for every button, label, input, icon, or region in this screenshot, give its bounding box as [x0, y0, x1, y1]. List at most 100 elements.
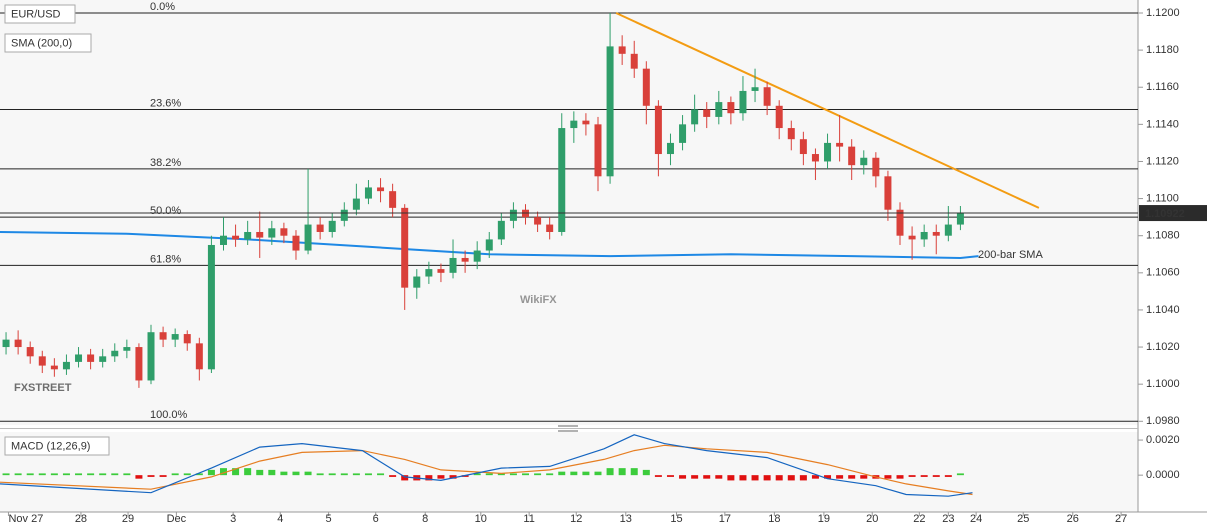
histogram-bar	[2, 473, 10, 476]
y-tick-label: 1.1180	[1146, 44, 1179, 56]
histogram-bar	[739, 475, 747, 481]
watermark: WikiFX	[520, 294, 557, 306]
candle-body	[787, 128, 795, 140]
histogram-bar	[280, 471, 288, 476]
candle-body	[473, 250, 481, 262]
candle-body	[679, 124, 687, 143]
candle-body	[159, 332, 167, 340]
histogram-bar	[219, 468, 227, 476]
histogram-bar	[87, 473, 95, 476]
histogram-bar	[38, 473, 46, 476]
candle-body	[2, 339, 10, 348]
candle-body	[497, 220, 505, 240]
candle-body	[606, 46, 614, 177]
histogram-bar	[123, 473, 131, 476]
candle-body	[884, 176, 892, 210]
histogram-bar	[244, 468, 252, 476]
candle-body	[111, 350, 119, 357]
y-tick-label: 1.1200	[1146, 7, 1180, 19]
x-tick-label: Dec	[167, 513, 187, 525]
candle-body	[401, 207, 409, 288]
histogram-bar	[292, 471, 300, 476]
x-tick-label: 24	[970, 513, 982, 525]
candle-body	[956, 213, 964, 225]
candle-body	[449, 257, 457, 273]
candle-body	[219, 235, 227, 245]
candle-body	[123, 347, 131, 351]
x-tick-label: 18	[768, 513, 780, 525]
y-tick-label: 1.1060	[1146, 267, 1180, 279]
sma-annotation: 200-bar SMA	[978, 249, 1043, 261]
candle-body	[860, 157, 868, 166]
histogram-bar	[546, 473, 554, 476]
y-tick-label: 1.1000	[1146, 378, 1180, 390]
histogram-bar	[147, 475, 155, 477]
histogram-bar	[256, 469, 264, 476]
histogram-bar	[401, 475, 409, 481]
histogram-bar	[99, 473, 107, 476]
histogram-bar	[558, 471, 566, 476]
histogram-bar	[848, 475, 856, 479]
x-tick-label: 23	[942, 513, 954, 525]
histogram-bar	[485, 473, 493, 476]
candle-body	[691, 109, 699, 125]
candle-body	[268, 228, 276, 238]
y-tick-label: 1.1160	[1146, 81, 1179, 93]
x-tick-label: 25	[1017, 513, 1029, 525]
macd-line	[0, 434, 973, 497]
indicator-label-box	[4, 33, 92, 53]
histogram-bar	[377, 473, 385, 476]
histogram-bar	[437, 475, 445, 479]
x-tick-label: 20	[866, 513, 878, 525]
histogram-bar	[787, 475, 795, 481]
candle-body	[534, 217, 542, 225]
fib-label: 100.0%	[150, 409, 188, 421]
sma-line	[0, 231, 979, 260]
fib-label: 38.2%	[150, 157, 181, 169]
histogram-bar	[534, 473, 542, 476]
candle-body	[461, 257, 469, 262]
y-tick-label: 1.1080	[1146, 230, 1180, 242]
divider-handle[interactable]	[558, 425, 578, 432]
symbol-label-box	[4, 4, 76, 24]
histogram-bar	[75, 473, 83, 476]
histogram-bar	[316, 473, 324, 476]
histogram-bar	[654, 475, 662, 477]
x-tick-label: 27	[1115, 513, 1127, 525]
candle-body	[183, 334, 191, 344]
y-tick-label: 1.1140	[1146, 118, 1179, 130]
histogram-bar	[836, 475, 844, 479]
histogram-bar	[630, 468, 638, 476]
candle-body	[872, 157, 880, 177]
histogram-bar	[340, 473, 348, 476]
x-tick-label: 15	[670, 513, 682, 525]
signal-line	[0, 444, 973, 496]
histogram-bar	[473, 473, 481, 476]
histogram-bar	[352, 473, 360, 476]
histogram-bar	[824, 475, 832, 479]
symbol-label: EUR/USD	[11, 8, 61, 20]
x-tick-label: 13	[620, 513, 632, 525]
candle-body	[377, 187, 385, 192]
trend-line	[615, 12, 1040, 209]
candle-body	[14, 339, 22, 348]
histogram-bar	[703, 475, 711, 479]
candle-body	[292, 235, 300, 251]
x-tick-label: 17	[719, 513, 731, 525]
candle-body	[654, 105, 662, 155]
histogram-bar	[171, 473, 179, 476]
candle-body	[582, 120, 590, 125]
histogram-bar	[522, 473, 530, 476]
candle-body	[147, 332, 155, 381]
x-tick-label: 5	[326, 513, 332, 525]
histogram-bar	[570, 471, 578, 476]
histogram-bar	[956, 473, 964, 476]
histogram-bar	[111, 473, 119, 476]
x-tick-label: 3	[230, 513, 236, 525]
candle-body	[437, 269, 445, 273]
candle-body	[824, 142, 832, 162]
candle-body	[87, 354, 95, 362]
candle-body	[62, 361, 70, 370]
candle-body	[509, 209, 517, 221]
